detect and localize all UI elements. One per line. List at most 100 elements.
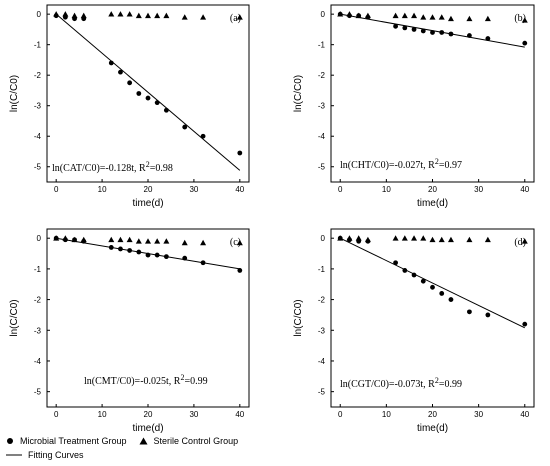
equation-part: ln(C bbox=[340, 379, 358, 390]
x-tick-label: 20 bbox=[428, 410, 437, 419]
y-tick-label: -1 bbox=[34, 41, 42, 50]
chart-panel-4: 0 10 20 30 40 0 -1 -2 -3 -4 -5 time(d) ln(C/C0) (d) ln… bbox=[293, 228, 535, 434]
y-tick-label: 0 bbox=[321, 10, 326, 19]
legend-label-microbial: Microbial Treatment Group bbox=[20, 436, 127, 446]
y-axis-label: ln(C/C0) bbox=[293, 299, 304, 336]
x-tick-label: 40 bbox=[235, 185, 244, 194]
fitting-line bbox=[340, 237, 525, 329]
sterile-point bbox=[145, 12, 151, 19]
sterile-point bbox=[484, 236, 491, 243]
equation-part: =0.97 bbox=[439, 160, 462, 171]
legend-label-sterile: Sterile Control Group bbox=[153, 436, 239, 446]
y-tick-label: 0 bbox=[37, 10, 42, 19]
y-axis-label: ln(C/C0) bbox=[9, 299, 20, 336]
sterile-point bbox=[438, 236, 445, 243]
microbial-point bbox=[163, 107, 169, 113]
y-tick-label: -4 bbox=[318, 132, 326, 141]
sterile-point bbox=[71, 12, 78, 19]
equation-part: =0.98 bbox=[150, 163, 173, 174]
sterile-point bbox=[154, 238, 161, 244]
microbial-point bbox=[522, 40, 528, 46]
equation-part: HT bbox=[358, 160, 371, 171]
y-tick-label: -1 bbox=[34, 265, 42, 274]
sterile-point bbox=[181, 239, 188, 246]
sterile-point bbox=[80, 236, 87, 243]
panel-label: (a) bbox=[230, 13, 241, 24]
microbial-point bbox=[393, 23, 398, 29]
equation-part: MT bbox=[102, 376, 117, 387]
panel-label: (b) bbox=[514, 13, 526, 24]
sterile-point bbox=[420, 14, 427, 20]
fitting-line bbox=[340, 13, 525, 48]
y-tick-label: -3 bbox=[318, 102, 326, 111]
sterile-point bbox=[401, 12, 408, 19]
sterile-point bbox=[429, 236, 436, 243]
microbial-point bbox=[439, 291, 445, 296]
sterile-point bbox=[145, 238, 151, 244]
microbial-point bbox=[402, 25, 408, 31]
sterile-point bbox=[346, 235, 353, 241]
equation-part: /C0)=-0.025t, R bbox=[117, 376, 181, 387]
sterile-point bbox=[447, 15, 454, 22]
x-tick-label: 30 bbox=[189, 185, 198, 194]
y-tick-label: -3 bbox=[34, 102, 42, 111]
legend-row-2: Fitting Curves bbox=[6, 448, 238, 462]
microbial-point bbox=[237, 150, 243, 156]
microbial-point bbox=[411, 27, 417, 32]
x-tick-label: 20 bbox=[428, 185, 437, 194]
equation-part: ln(C bbox=[84, 376, 102, 387]
microbial-point bbox=[237, 268, 243, 273]
sterile-point bbox=[154, 12, 161, 19]
y-tick-label: -2 bbox=[318, 296, 326, 305]
x-axis-label: time(d) bbox=[132, 198, 163, 209]
sterile-point bbox=[521, 238, 528, 244]
microbial-point bbox=[136, 91, 142, 96]
y-tick-label: -4 bbox=[318, 357, 326, 366]
sterile-point bbox=[163, 238, 170, 244]
chart-panel-3: 0 10 20 30 40 0 -1 -2 -3 -4 -5 time(d) ln(C/C0) (c) ln… bbox=[9, 228, 250, 434]
sterile-point bbox=[135, 12, 142, 19]
y-tick-label: -1 bbox=[318, 41, 326, 50]
equation-part: /C0)=-0.073t, R bbox=[371, 379, 435, 390]
y-tick-label: -3 bbox=[34, 326, 42, 335]
sterile-point bbox=[126, 11, 133, 17]
microbial-point bbox=[430, 284, 435, 290]
fit-equation: ln(CHT/C0)=-0.027t, R2=0.97 bbox=[340, 157, 462, 171]
equation-part: /C0)=-0.128t, R bbox=[82, 163, 146, 174]
microbial-point bbox=[485, 36, 491, 41]
sterile-point bbox=[135, 238, 142, 244]
y-tick-label: -2 bbox=[34, 71, 42, 80]
sterile-point bbox=[337, 11, 344, 17]
equation-part: GT bbox=[358, 379, 371, 390]
y-tick-label: -3 bbox=[318, 326, 326, 335]
y-tick-label: 0 bbox=[37, 234, 42, 243]
sterile-point bbox=[411, 12, 418, 19]
equation-part: /C0)=-0.027t, R bbox=[371, 160, 435, 171]
sterile-point bbox=[521, 17, 528, 23]
y-tick-label: -5 bbox=[318, 388, 326, 397]
fitting-line bbox=[56, 237, 240, 270]
panel-label: (d) bbox=[514, 237, 526, 248]
fit-equation: ln(CGT/C0)=-0.073t, R2=0.99 bbox=[340, 376, 462, 390]
panel-label: (c) bbox=[230, 237, 241, 248]
x-tick-label: 10 bbox=[382, 185, 391, 194]
legend-label-fitting: Fitting Curves bbox=[28, 450, 84, 460]
legend-row-1: Microbial Treatment Group Sterile Contro… bbox=[6, 434, 238, 448]
sterile-point bbox=[236, 14, 243, 20]
x-tick-label: 0 bbox=[338, 185, 343, 194]
x-axis-label: time(d) bbox=[417, 198, 448, 209]
equation-part: 2 bbox=[435, 376, 439, 385]
y-tick-label: -4 bbox=[34, 132, 42, 141]
sterile-point bbox=[420, 235, 427, 241]
sterile-point bbox=[117, 11, 124, 17]
microbial-point bbox=[118, 69, 123, 75]
microbial-point bbox=[182, 124, 188, 130]
sterile-point bbox=[484, 15, 491, 22]
sterile-point bbox=[181, 14, 188, 20]
y-tick-label: -5 bbox=[34, 163, 42, 172]
legend: Microbial Treatment Group Sterile Contro… bbox=[6, 434, 238, 462]
y-tick-label: -5 bbox=[318, 163, 326, 172]
sterile-point bbox=[355, 235, 362, 241]
sterile-point bbox=[447, 236, 454, 243]
sterile-point bbox=[466, 236, 473, 243]
